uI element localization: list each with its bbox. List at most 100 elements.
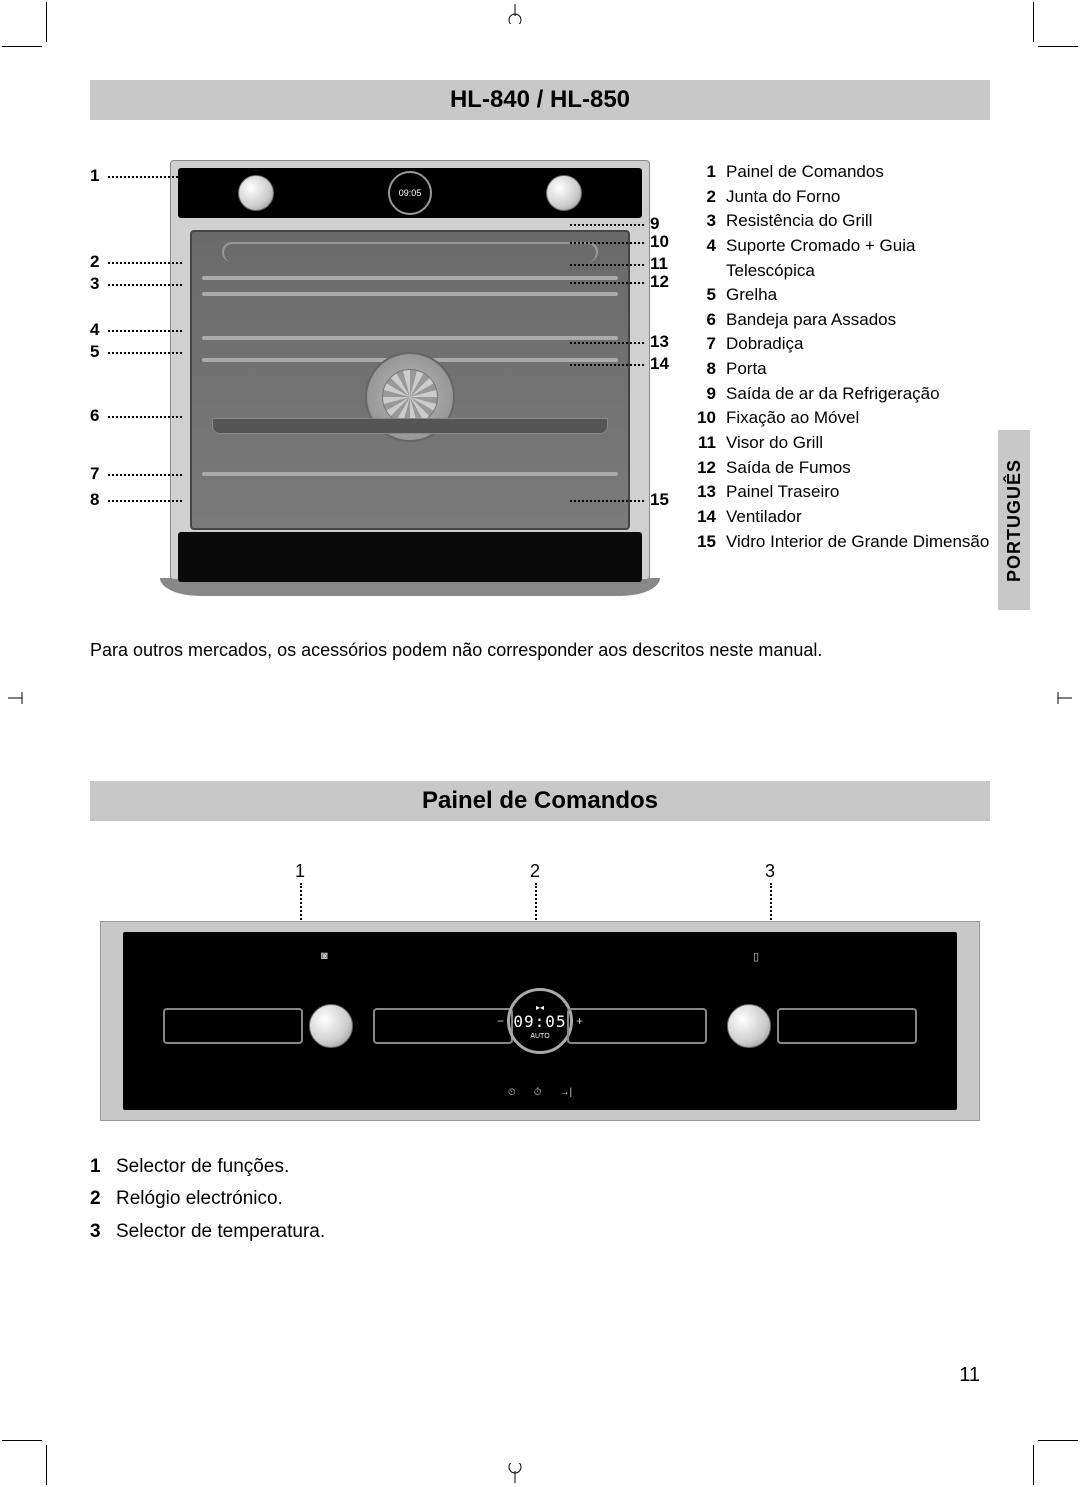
legend-number: 8 — [690, 357, 716, 382]
temp-knob — [546, 175, 582, 211]
language-tab: PORTUGUÊS — [998, 430, 1030, 610]
callout-number: 14 — [650, 354, 669, 374]
callout-line — [108, 330, 182, 332]
temp-icon: ▯ — [753, 950, 759, 963]
callout-line — [108, 474, 182, 476]
legend-number: 1 — [690, 160, 716, 185]
callout-number: 2 — [90, 252, 99, 272]
legend-number: 9 — [690, 382, 716, 407]
legend-number: 7 — [690, 332, 716, 357]
legend-row: 3Selector de temperatura. — [90, 1216, 990, 1248]
legend-number: 4 — [690, 234, 716, 283]
legend-text: Grelha — [726, 283, 777, 308]
legend-row: 5 Grelha — [690, 283, 990, 308]
legend-text: Junta do Forno — [726, 185, 840, 210]
legend-number: 15 — [690, 530, 716, 555]
crop-mark — [1038, 1440, 1078, 1441]
callout-number: 7 — [90, 464, 99, 484]
page-number: 11 — [959, 1364, 980, 1387]
callout-line — [570, 282, 644, 284]
function-knob — [309, 1004, 353, 1048]
legend-row: 2Relógio electrónico. — [90, 1183, 990, 1215]
callout-line — [570, 224, 644, 226]
callout-number: 4 — [90, 320, 99, 340]
callout-number: 3 — [90, 274, 99, 294]
legend-row: 9Saída de ar da Refrigeração — [690, 382, 990, 407]
callout-number: 11 — [650, 254, 668, 274]
legend-row: 1Painel de Comandos — [690, 160, 990, 185]
oven-diagram-section: 09:05 123456789101112131415 1Painel de C… — [90, 160, 990, 590]
oven-control-panel: 09:05 — [178, 168, 642, 218]
grill-element — [222, 242, 598, 262]
knob-slot — [163, 1008, 303, 1044]
registration-mark — [505, 1463, 525, 1483]
legend-number: 5 — [690, 283, 716, 308]
legend-row: 14 Ventilador — [690, 505, 990, 530]
legend-number: 6 — [690, 308, 716, 333]
timer-icon: ⏲ — [508, 1087, 516, 1098]
legend-text: Porta — [726, 357, 767, 382]
callout-number: 6 — [90, 406, 99, 426]
legend-row: 8 Porta — [690, 357, 990, 382]
rail — [202, 292, 618, 296]
clock-auto-label: AUTO — [530, 1033, 549, 1040]
callout-line — [108, 262, 182, 264]
callout-line — [108, 416, 182, 418]
rail — [202, 472, 618, 476]
callout-number: 15 — [650, 490, 669, 510]
legend-row: 1Selector de funções. — [90, 1151, 990, 1183]
legend-row: 10 Fixação ao Móvel — [690, 406, 990, 431]
callout-number: 1 — [295, 861, 305, 882]
legend-row: 15Vidro Interior de Grande Dimensão — [690, 530, 990, 555]
callout-number: 3 — [765, 861, 775, 882]
oven-door — [178, 532, 642, 582]
oven-cavity — [190, 230, 630, 530]
legend-number: 2 — [90, 1183, 108, 1215]
crop-mark — [1033, 1445, 1034, 1485]
callout-number: 5 — [90, 342, 99, 362]
rail — [202, 336, 618, 340]
timer-icons: ⏲ ⏱ →| — [508, 1087, 572, 1098]
legend-text: Bandeja para Assados — [726, 308, 896, 333]
legend-text: Visor do Grill — [726, 431, 823, 456]
timer-icon: →| — [560, 1087, 573, 1098]
fan-blades — [382, 369, 438, 425]
crop-mark — [2, 1440, 42, 1441]
callout-line — [570, 342, 644, 344]
clock-display: 09:05 — [388, 171, 432, 215]
legend-text: Ventilador — [726, 505, 802, 530]
callout-line — [108, 176, 182, 178]
crop-mark — [46, 1445, 47, 1485]
legend-number: 14 — [690, 505, 716, 530]
callout-number: 9 — [650, 214, 659, 234]
registration-mark — [1052, 688, 1072, 708]
legend-text: Suporte Cromado + Guia Telescópica — [726, 234, 990, 283]
legend-row: 2 Junta do Forno — [690, 185, 990, 210]
crop-mark — [2, 46, 42, 47]
crop-mark — [1033, 2, 1034, 42]
legend-text: Selector de temperatura. — [116, 1216, 325, 1248]
parts-legend: 1Painel de Comandos2Junta do Forno3Resis… — [690, 160, 990, 590]
callout-number: 10 — [650, 232, 669, 252]
callout-number: 1 — [90, 166, 99, 186]
callout-line — [108, 284, 182, 286]
roasting-tray — [212, 418, 608, 434]
callout-number: 8 — [90, 490, 99, 510]
legend-text: Fixação ao Móvel — [726, 406, 859, 431]
legend-row: 6 Bandeja para Assados — [690, 308, 990, 333]
legend-number: 11 — [690, 431, 716, 456]
callout-line — [570, 500, 644, 502]
callout-line — [570, 264, 644, 266]
legend-number: 10 — [690, 406, 716, 431]
legend-number: 2 — [690, 185, 716, 210]
footnote: Para outros mercados, os acessórios pode… — [90, 640, 990, 661]
legend-text: Painel Traseiro — [726, 480, 839, 505]
timer-icon: ⏱ — [534, 1087, 542, 1098]
registration-mark — [505, 4, 525, 24]
knob-slot — [777, 1008, 917, 1044]
mode-icon: ◙ — [321, 950, 328, 962]
callout-line — [108, 352, 182, 354]
legend-text: Selector de funções. — [116, 1151, 289, 1183]
clock-time: 09:05 — [399, 188, 422, 198]
legend-number: 12 — [690, 456, 716, 481]
